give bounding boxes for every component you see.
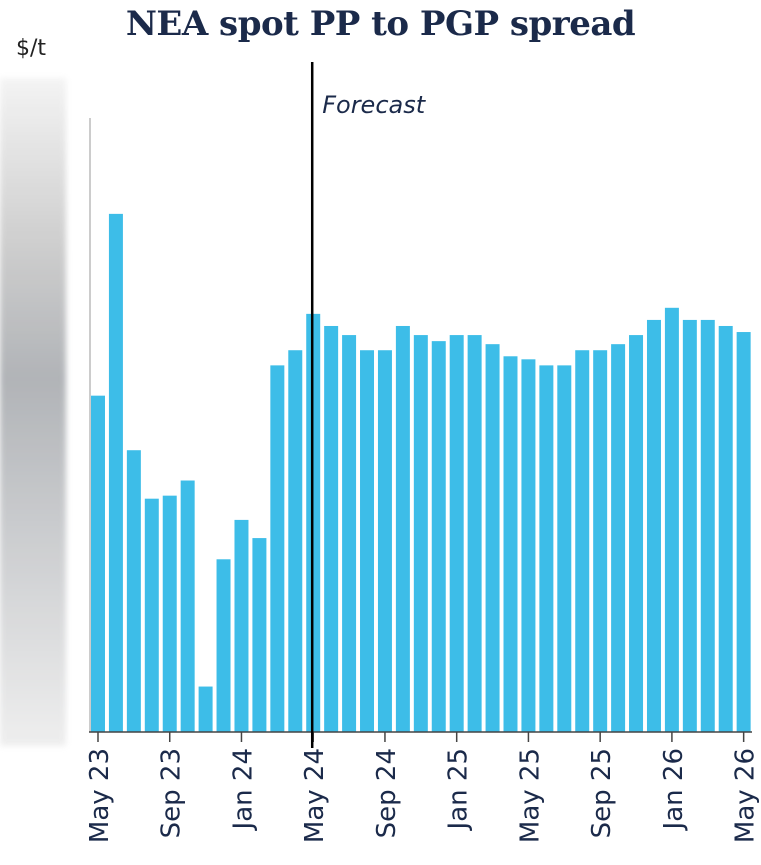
bar-dec-25 [646,319,661,732]
bar-may-25 [521,359,536,732]
blurred-y-axis-ticks [0,78,66,746]
bar-jan-26 [664,307,679,732]
bar-mar-26 [700,319,715,732]
x-tick-label: Jan 26 [659,748,689,831]
x-tick-label: May 23 [85,748,115,843]
bar-feb-24 [252,538,267,732]
x-tick-label: May 26 [731,748,761,843]
bar-aug-23 [144,498,159,732]
bar-nov-24 [413,335,428,732]
bar-jan-25 [449,335,464,732]
bar-sep-25 [593,350,608,732]
bar-nov-25 [629,335,644,732]
x-tick-label: Jan 24 [228,748,258,831]
bar-aug-25 [575,350,590,732]
bar-feb-25 [467,335,482,732]
bar-oct-23 [180,480,195,732]
forecast-label: Forecast [322,91,427,119]
bar-sep-23 [162,495,177,732]
bar-sep-24 [377,350,392,732]
bar-apr-24 [288,350,303,732]
bar-apr-26 [718,325,733,732]
bar-jul-24 [342,335,357,732]
bar-mar-24 [270,365,285,732]
x-axis-ticks: May 23 Sep 23 Jan 24 May 24 Sep 24 Jan 25 May … [85,732,761,843]
bar-mar-25 [485,344,500,732]
x-tick-label: May 24 [300,748,330,843]
bar-nov-23 [198,686,213,732]
bar-may-26 [736,332,751,732]
bar-oct-24 [395,325,410,732]
bar-feb-26 [682,319,697,732]
bar-oct-25 [611,344,626,732]
bar-jul-23 [126,450,141,732]
bar-series [91,213,751,732]
x-tick-label: Jan 25 [444,748,474,831]
bar-jan-24 [234,519,249,732]
bar-jul-25 [557,365,572,732]
bar-may-23 [91,395,105,732]
x-tick-label: Sep 23 [157,748,187,838]
bar-dec-24 [431,341,446,732]
chart-title: NEA spot PP to PGP spread [125,4,636,44]
y-axis-unit-label: $/t [16,36,47,61]
x-tick-label: May 25 [515,748,545,843]
bar-dec-23 [216,559,231,732]
bar-apr-25 [503,356,518,732]
bar-jun-24 [324,325,339,732]
bar-jun-23 [108,213,123,732]
bar-jun-25 [539,365,554,732]
x-tick-label: Sep 24 [372,748,402,838]
x-tick-label: Sep 25 [587,748,617,838]
bar-aug-24 [360,350,375,732]
